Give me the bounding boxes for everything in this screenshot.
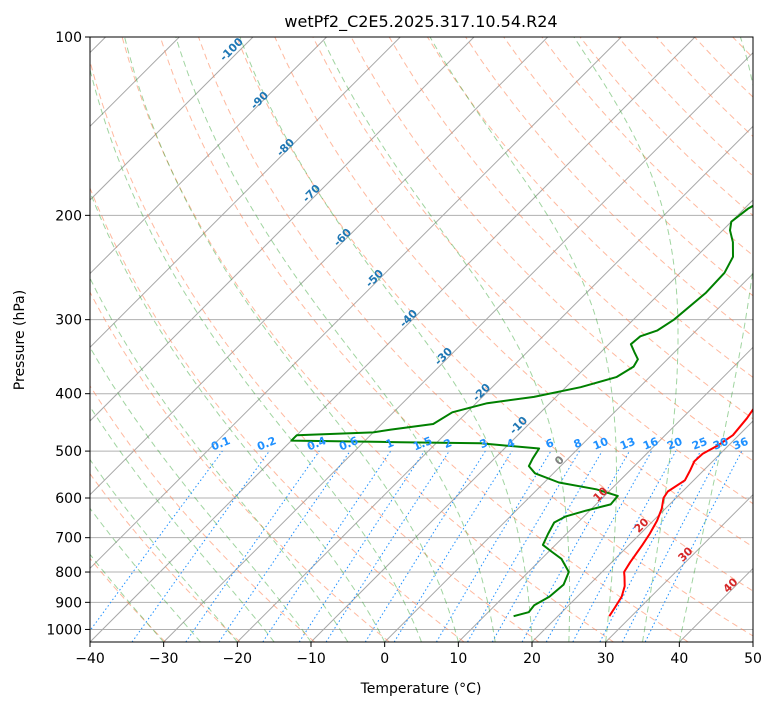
mixing-ratio-line [393,450,513,642]
dry-adiabat [90,186,465,642]
mixing-ratio-line [325,450,450,642]
y-tick-label: 1000 [46,622,82,638]
moist-adiabat [573,37,679,642]
moist-adiabat [90,405,275,642]
mixing-ratio-line [644,450,743,642]
y-tick-label: 700 [55,531,82,547]
dry-adiabat [236,37,753,592]
x-tick-label: −40 [75,651,105,667]
mixing-ratio-line [545,450,653,642]
mixing-ratio-label: 3 [478,436,490,451]
y-tick-label: 800 [55,565,82,581]
isotherm-0 [384,272,753,642]
isotherm--90 [90,37,327,275]
moist-adiabat [678,37,753,642]
moist-adiabat [90,553,165,642]
y-axis-label: Pressure (hPa) [12,290,28,390]
grid-layer [90,37,753,642]
dry-adiabat [350,37,753,462]
series-layer [290,204,753,618]
x-axis-label: Temperature (°C) [360,681,482,697]
dry-adiabat [388,37,753,420]
y-tick-label: 400 [55,387,82,403]
mixing-ratio-label: 8 [572,436,584,451]
mixing-ratio-line [218,450,351,642]
mixing-ratio-label: 16 [641,435,660,453]
isotherm--100 [90,37,254,201]
moist-adiabat [429,37,617,642]
x-tick-label: 30 [597,651,615,667]
mixing-ratio-label: 2 [442,436,454,451]
moist-adiabat [90,67,422,642]
dry-adiabat [90,472,241,642]
isotherm--70 [90,37,475,422]
moist-adiabat [175,37,496,642]
dry-adiabat [90,291,390,642]
x-tick-label: −20 [223,651,253,667]
moist-adiabat [90,507,201,642]
moist-adiabat [90,277,349,642]
x-tick-label: 50 [744,651,762,667]
x-tick-label: −10 [296,651,326,667]
mixing-ratio-label: 30 [711,435,730,453]
x-tick-label: 10 [449,651,467,667]
mixing-ratio-line [262,450,392,642]
isotherm-10 [458,346,753,642]
isotherm--10 [310,199,753,642]
y-tick-label: 600 [55,491,82,507]
mixing-ratio-line [298,450,425,642]
background-lines [90,37,753,642]
isotherm--80 [90,37,401,349]
dry-adiabat [198,37,753,637]
moist-adiabat [321,37,571,642]
mixing-ratio-label: 10 [591,435,610,453]
dry-adiabat [90,384,316,642]
x-tick-label: 40 [670,651,688,667]
x-tick-label: 20 [523,651,541,667]
isotherm--50 [90,37,622,570]
axis-ticks: −40 −30 −20 −10 0 10 20 30 40 50 100 200 300 400 500 60… [46,30,762,667]
dry-adiabat [159,37,689,642]
mixing-ratio-label: 36 [731,435,750,453]
dry-adiabat [426,37,753,378]
moist-adiabat [90,190,386,642]
plot-frame [89,36,754,643]
temperature-line [608,407,753,617]
x-tick-label: 0 [380,651,389,667]
isotherm--60 [90,37,549,496]
mixing-ratio-label: 13 [618,435,637,453]
y-tick-label: 900 [55,595,82,611]
y-tick-label: 200 [55,208,82,224]
x-tick-label: −30 [149,651,179,667]
dewpoint-line [290,204,753,618]
chart-title: wetPf2_C2E5.2025.317.10.54.R24 [284,12,557,32]
plot-background [90,37,753,642]
mixing-ratio-label: 25 [690,435,709,453]
moist-adiabat [124,37,459,642]
moist-adiabat [90,346,312,642]
isotherm-30 [605,493,753,642]
dry-adiabat [465,37,753,338]
dry-adiabat [121,37,614,642]
mixing-ratio-line [131,450,270,642]
y-tick-label: 500 [55,444,82,460]
dry-adiabat [503,37,753,297]
isotherm--20 [236,125,753,642]
isotherm-20 [531,420,753,642]
y-tick-label: 300 [55,313,82,329]
isotherm--30 [163,51,753,642]
dry-adiabat [274,37,753,548]
mixing-ratio-line [572,450,677,642]
mixing-ratio-line [185,450,320,642]
dry-adiabat [90,59,540,642]
y-tick-label: 100 [55,30,82,46]
moist-adiabat [90,458,238,642]
moist-adiabat [239,37,533,642]
mixing-ratio-label: 1 [384,436,396,451]
dry-adiabat [312,37,753,505]
mixing-ratio-label: 20 [665,435,684,453]
mixing-ratio-line [90,450,223,632]
isotherm--40 [90,37,696,642]
